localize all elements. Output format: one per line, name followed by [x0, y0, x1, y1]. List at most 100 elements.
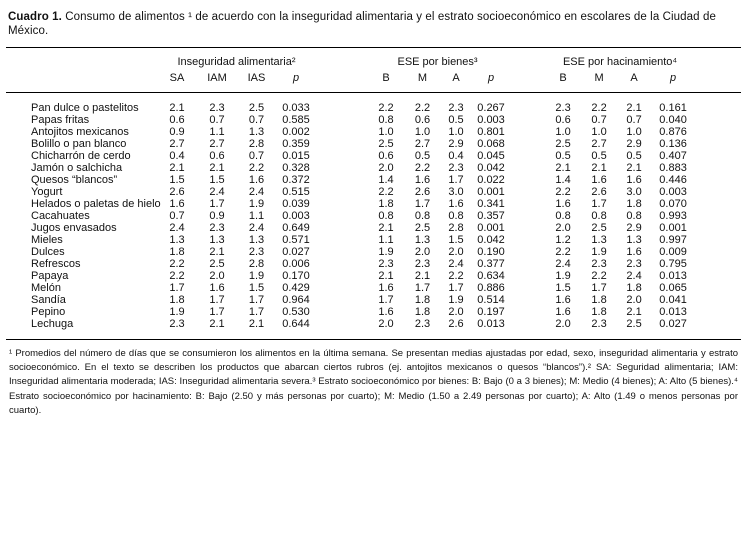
- spacer-cell: [695, 138, 741, 150]
- food-label: Quesos “blancos”: [31, 174, 118, 186]
- cell-value: 2.3: [626, 258, 642, 270]
- spacer-cell: [509, 318, 546, 340]
- cell-value: 2.4: [248, 186, 265, 198]
- spacer-cell: [695, 114, 741, 126]
- cell-value: 2.3: [248, 246, 265, 258]
- cell-value: 0.644: [276, 318, 317, 340]
- group-header-row: Inseguridad alimentaria² ESE por bienes³…: [6, 48, 741, 69]
- cell-value: 1.9: [555, 270, 571, 282]
- cell-value: 0.6: [169, 114, 185, 126]
- cell-value: 0.571: [282, 234, 310, 246]
- table-row: Refrescos 2.2 2.5 2.8 0.006 2.3 2.3 2.4 …: [6, 258, 741, 270]
- spacer-cell: [316, 234, 366, 246]
- cell-value: 2.0: [378, 162, 394, 174]
- cell-value: 0.515: [282, 186, 310, 198]
- cell-value: 2.0: [414, 246, 431, 258]
- cell-value: 0.6: [378, 150, 394, 162]
- food-label: Jugos envasados: [31, 222, 117, 234]
- cell-value: 0.530: [282, 306, 310, 318]
- cell-value: 0.013: [659, 270, 687, 282]
- cell-value: 1.0: [414, 126, 431, 138]
- cell-value: 1.7: [248, 294, 265, 306]
- spacer-cell: [695, 246, 741, 258]
- spacer-cell: [509, 282, 545, 294]
- spacer-cell: [509, 258, 545, 270]
- cell-value: 0.039: [282, 198, 310, 210]
- spacer-cell: [316, 282, 366, 294]
- cell-value: 2.7: [169, 138, 185, 150]
- cell-value: 0.003: [477, 114, 505, 126]
- cell-value: 2.1: [169, 162, 185, 174]
- spacer-cell: [509, 270, 545, 282]
- cell-value: 1.5: [448, 234, 464, 246]
- cell-value: 0.003: [659, 186, 687, 198]
- cell-value: 1.9: [378, 246, 394, 258]
- spacer-cell: [316, 150, 366, 162]
- cell-value: 2.5: [591, 222, 607, 234]
- food-label: Sandía: [31, 294, 66, 306]
- food-label: Chicharrón de cerdo: [31, 150, 131, 162]
- cell-value: 0.359: [282, 138, 310, 150]
- cell-value: 0.070: [659, 198, 687, 210]
- cell-value: 2.8: [248, 258, 265, 270]
- cell-value: 0.876: [659, 126, 687, 138]
- cell-value: 1.3: [248, 126, 265, 138]
- cell-value: 2.2: [169, 270, 185, 282]
- cell-value: 0.027: [651, 318, 696, 340]
- cell-value: 2.1: [209, 162, 225, 174]
- cell-value: 1.9: [248, 270, 265, 282]
- cell-value: 0.267: [477, 102, 505, 114]
- spacer-cell: [316, 48, 366, 69]
- spacer-cell: [695, 186, 741, 198]
- spacer-cell: [695, 174, 741, 186]
- cell-value: 0.5: [626, 150, 642, 162]
- cell-value: 2.0: [545, 318, 582, 340]
- cell-value: 1.6: [555, 198, 571, 210]
- table-row: Cacahuates 0.7 0.9 1.1 0.003 0.8 0.8 0.8…: [6, 210, 741, 222]
- cell-value: 1.1: [378, 234, 394, 246]
- spacer-cell: [509, 138, 545, 150]
- cell-value: 2.1: [626, 162, 642, 174]
- cell-value: 2.3: [406, 318, 440, 340]
- cell-value: 2.9: [626, 222, 642, 234]
- food-label: Papas fritas: [31, 114, 90, 126]
- cell-value: 1.3: [414, 234, 431, 246]
- table-row: Mieles 1.3 1.3 1.3 0.571 1.1 1.3 1.5 0.0…: [6, 234, 741, 246]
- cell-value: 1.6: [378, 306, 394, 318]
- cell-value: 1.3: [626, 234, 642, 246]
- table-row: Bolillo o pan blanco 2.7 2.7 2.8 0.359 2…: [6, 138, 741, 150]
- cell-value: 0.5: [555, 150, 571, 162]
- spacer-cell: [316, 318, 367, 340]
- cell-value: 1.7: [209, 198, 225, 210]
- cell-value: 0.7: [626, 114, 642, 126]
- cell-value: 2.4: [448, 258, 464, 270]
- col-header-p3: p: [651, 69, 696, 93]
- cell-value: 0.997: [659, 234, 687, 246]
- cell-value: 2.6: [439, 318, 474, 340]
- cell-value: 0.7: [248, 114, 265, 126]
- col-header-p2: p: [473, 69, 510, 93]
- spacer-cell: [509, 126, 545, 138]
- spacer-cell: [509, 93, 545, 115]
- cell-value: 0.6: [209, 150, 225, 162]
- cell-value: 2.0: [448, 246, 464, 258]
- spacer-cell: [316, 69, 367, 93]
- cell-value: 0.8: [591, 210, 607, 222]
- food-label: Bolillo o pan blanco: [31, 138, 127, 150]
- spacer-cell: [695, 198, 741, 210]
- cell-value: 1.8: [169, 294, 185, 306]
- spacer-cell: [509, 174, 545, 186]
- table-number-label: Cuadro 1.: [8, 11, 62, 23]
- cell-value: 0.372: [282, 174, 310, 186]
- cell-value: 1.8: [591, 294, 607, 306]
- table-row: Quesos “blancos” 1.5 1.5 1.6 0.372 1.4 1…: [6, 174, 741, 186]
- cell-value: 1.8: [591, 306, 607, 318]
- cell-value: 0.001: [477, 222, 505, 234]
- consumption-table: Inseguridad alimentaria² ESE por bienes³…: [6, 48, 742, 340]
- cell-value: 2.2: [378, 102, 394, 114]
- table-row: Chicharrón de cerdo 0.4 0.6 0.7 0.015 0.…: [6, 150, 741, 162]
- cell-value: 2.0: [555, 222, 571, 234]
- spacer-cell: [695, 150, 741, 162]
- cell-value: 2.5: [248, 102, 265, 114]
- spacer-cell: [695, 294, 741, 306]
